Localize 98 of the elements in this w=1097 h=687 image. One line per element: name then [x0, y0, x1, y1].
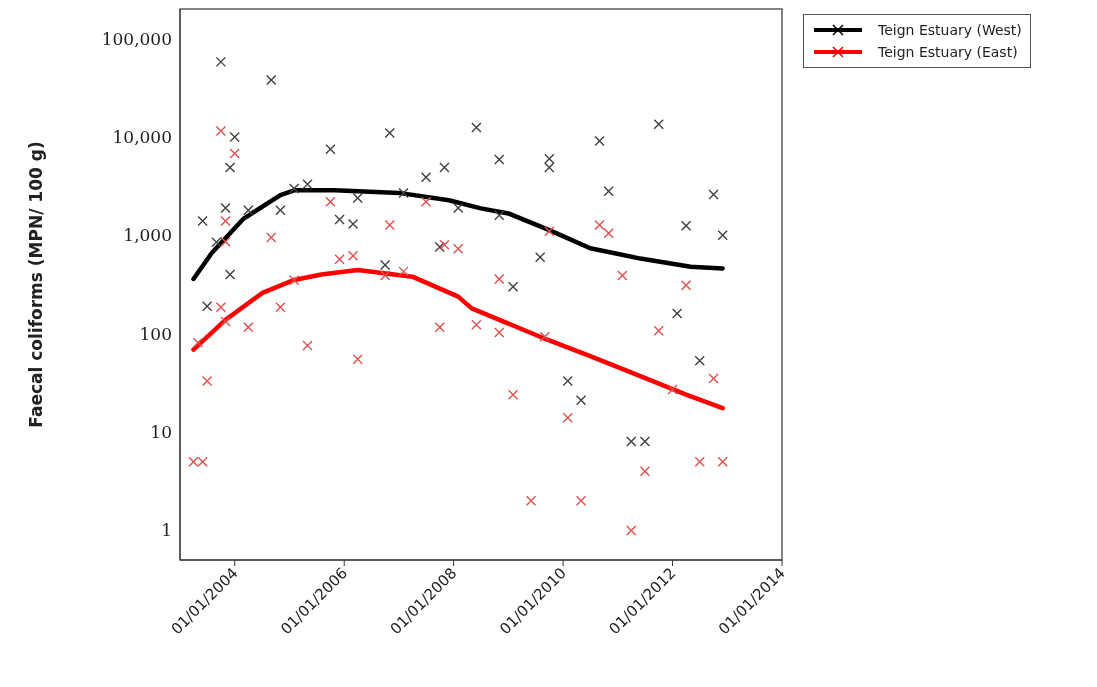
- point: [398, 266, 409, 277]
- point: [453, 243, 464, 254]
- point: [525, 495, 537, 506]
- point: [680, 280, 692, 291]
- point: [211, 237, 222, 248]
- point: [626, 525, 637, 536]
- y-axis-title: Faecal coliforms (MPN/ 100 g): [26, 141, 47, 428]
- y-tick-label: 10: [150, 422, 172, 443]
- point: [434, 241, 445, 253]
- point: [352, 192, 363, 204]
- point: [544, 162, 555, 173]
- point: [507, 389, 519, 400]
- point: [667, 384, 678, 395]
- legend-label: Teign Estuary (West): [878, 22, 1022, 38]
- point: [507, 281, 519, 292]
- point: [439, 162, 450, 173]
- line-series: [191, 267, 725, 411]
- point: [494, 154, 505, 165]
- point: [534, 251, 546, 263]
- point: [347, 250, 359, 261]
- point: [352, 354, 363, 365]
- point: [243, 205, 254, 216]
- point: [594, 135, 605, 147]
- point: [575, 395, 587, 406]
- point: [325, 196, 336, 207]
- point: [215, 125, 227, 137]
- point: [220, 215, 231, 227]
- point: [224, 162, 236, 173]
- point: [229, 148, 240, 159]
- point: [266, 74, 277, 86]
- point: [197, 215, 208, 227]
- y-tick-label: 1: [161, 520, 172, 541]
- point: [334, 214, 345, 225]
- point: [224, 269, 236, 280]
- point: [694, 355, 705, 366]
- point: [275, 205, 286, 216]
- point: [594, 219, 605, 231]
- point: [494, 327, 505, 338]
- point: [302, 340, 313, 351]
- point: [680, 220, 692, 231]
- point: [398, 187, 409, 199]
- point: [671, 308, 683, 319]
- point: [708, 373, 719, 384]
- point: [347, 218, 359, 230]
- point: [717, 456, 728, 467]
- point: [575, 495, 587, 506]
- point: [215, 301, 227, 313]
- point: [494, 273, 505, 285]
- point: [220, 316, 231, 327]
- point: [562, 375, 573, 387]
- point: [494, 210, 505, 221]
- y-tick-label: 10,000: [112, 127, 172, 147]
- point: [220, 236, 231, 247]
- point: [544, 226, 555, 237]
- y-tick-label: 1,000: [123, 225, 172, 246]
- point: [325, 144, 336, 155]
- point: [439, 239, 450, 251]
- point: [639, 436, 651, 447]
- point: [302, 179, 313, 190]
- point: [653, 325, 664, 336]
- y-tick-label: 100,000: [101, 28, 172, 49]
- point: [617, 270, 628, 281]
- y-tick-label: 100: [139, 323, 172, 344]
- point: [694, 456, 705, 467]
- point: [708, 189, 719, 200]
- point: [275, 301, 286, 313]
- point: [288, 183, 300, 194]
- point: [215, 56, 227, 68]
- point: [562, 412, 573, 423]
- point: [420, 196, 432, 207]
- point: [603, 186, 614, 197]
- point: [603, 228, 614, 239]
- point: [471, 319, 482, 331]
- point: [201, 301, 213, 312]
- point: [334, 254, 345, 265]
- point: [379, 270, 391, 281]
- point: [192, 337, 204, 348]
- point: [420, 171, 432, 183]
- point: [539, 331, 551, 342]
- point: [639, 465, 651, 477]
- point: [266, 232, 277, 243]
- point: [453, 202, 464, 214]
- point: [653, 118, 664, 130]
- point: [379, 259, 391, 271]
- point: [384, 127, 395, 139]
- point: [471, 122, 482, 133]
- point: [243, 322, 254, 333]
- point: [384, 219, 395, 231]
- legend-label: Teign Estuary (East): [878, 44, 1018, 60]
- point: [229, 131, 240, 143]
- point: [544, 153, 555, 164]
- line-series: [191, 188, 725, 282]
- point: [220, 202, 231, 214]
- point: [288, 274, 300, 286]
- point: [201, 375, 213, 387]
- point: [717, 230, 728, 241]
- point: [626, 436, 637, 447]
- point: [434, 322, 445, 333]
